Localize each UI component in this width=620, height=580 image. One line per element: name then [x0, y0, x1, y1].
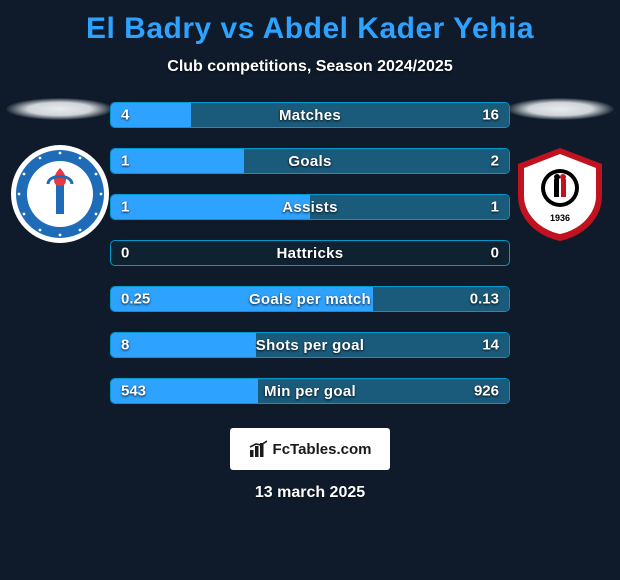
stat-value-left: 543 — [121, 383, 146, 400]
stat-row: 8 14 Shots per goal — [110, 332, 510, 358]
right-shadow — [507, 98, 614, 120]
stat-label: Goals per match — [249, 291, 371, 308]
stat-value-right: 14 — [482, 337, 499, 354]
stat-value-left: 1 — [121, 153, 129, 170]
brand-chart-icon — [249, 440, 269, 458]
left-club-badge — [10, 144, 110, 244]
right-club-badge: 1936 — [510, 144, 610, 244]
comparison-arena: 1936 4 16 Matches 1 2 Goals 1 1 Assists 0 0 Hattric… — [0, 98, 620, 404]
stat-row: 0 0 Hattricks — [110, 240, 510, 266]
stat-row: 1 2 Goals — [110, 148, 510, 174]
stat-row: 543 926 Min per goal — [110, 378, 510, 404]
stat-label: Matches — [279, 107, 341, 124]
footer: FcTables.com 13 march 2025 — [230, 428, 390, 502]
ghazl-badge-icon: 1936 — [510, 144, 610, 244]
page-title: El Badry vs Abdel Kader Yehia — [86, 12, 534, 46]
stat-fill-left — [111, 149, 244, 173]
stat-fill-left — [111, 195, 310, 219]
stat-value-right: 926 — [474, 383, 499, 400]
brand-box: FcTables.com — [230, 428, 390, 470]
stat-value-left: 1 — [121, 199, 129, 216]
footer-date: 13 march 2025 — [255, 484, 365, 502]
stat-label: Min per goal — [264, 383, 356, 400]
stat-label: Hattricks — [277, 245, 344, 262]
stat-fill-right — [244, 149, 509, 173]
stat-value-left: 8 — [121, 337, 129, 354]
stat-value-right: 0.13 — [470, 291, 499, 308]
stat-value-right: 2 — [491, 153, 499, 170]
stat-row: 4 16 Matches — [110, 102, 510, 128]
stat-value-left: 0 — [121, 245, 129, 262]
stat-value-left: 0.25 — [121, 291, 150, 308]
stat-label: Goals — [288, 153, 331, 170]
stat-row: 1 1 Assists — [110, 194, 510, 220]
subtitle: Club competitions, Season 2024/2025 — [167, 58, 452, 76]
stat-value-left: 4 — [121, 107, 129, 124]
svg-text:1936: 1936 — [550, 213, 570, 223]
stat-value-right: 0 — [491, 245, 499, 262]
stat-label: Shots per goal — [256, 337, 364, 354]
stat-label: Assists — [282, 199, 337, 216]
stat-row: 0.25 0.13 Goals per match — [110, 286, 510, 312]
left-shadow — [6, 98, 113, 120]
smouha-badge-icon — [10, 144, 110, 244]
stat-rows: 4 16 Matches 1 2 Goals 1 1 Assists 0 0 Hattricks 0.2… — [110, 98, 510, 404]
brand-text: FcTables.com — [273, 441, 372, 458]
stat-fill-right — [310, 195, 509, 219]
stat-fill-right — [191, 103, 509, 127]
stat-value-right: 1 — [491, 199, 499, 216]
stat-value-right: 16 — [482, 107, 499, 124]
stat-fill-left — [111, 333, 256, 357]
